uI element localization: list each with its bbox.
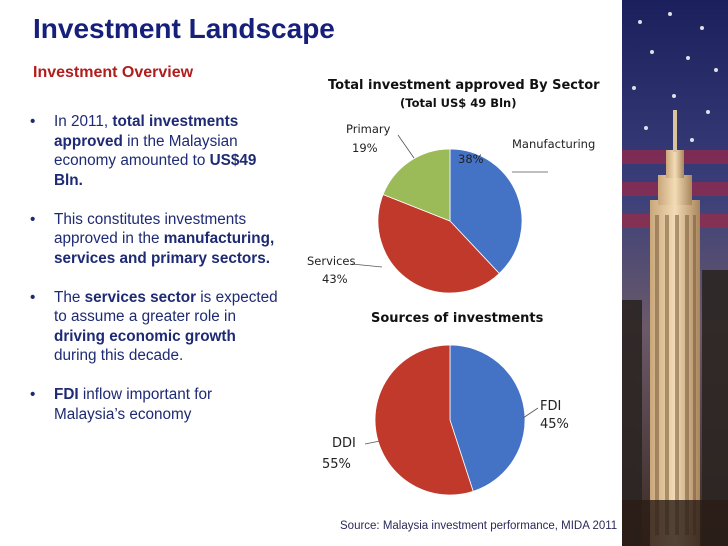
leader-line — [397, 134, 415, 159]
leader-line — [351, 263, 383, 268]
bullet-text: driving economic growth — [54, 327, 236, 345]
pie-slice-manufacturing — [449, 148, 523, 275]
pie-category-label: Manufacturing — [512, 137, 595, 151]
slide-title: Investment Landscape — [33, 13, 335, 44]
bullet-text: manufacturing, services and primary sect… — [54, 230, 275, 267]
bullet-text: inflow important for Malaysia’s economy — [54, 386, 213, 423]
bullet-item: • In 2011, total investments approved in … — [30, 112, 280, 190]
bullet-text: in the Malaysian economy amounted to — [54, 132, 238, 170]
bullet-symbol: • — [30, 386, 36, 403]
pie-value-label: 19% — [352, 141, 378, 155]
leader-line — [364, 440, 381, 445]
chart2-title: Sources of investments — [371, 311, 544, 326]
bullet-list: • In 2011, total investments approved in … — [30, 112, 280, 444]
bullet-text: total investments approved — [54, 113, 239, 150]
bullet-symbol: • — [30, 288, 36, 306]
bullet-symbol: • — [30, 210, 36, 228]
bullet-text: FDI — [54, 386, 79, 403]
bullet-symbol: • — [30, 113, 36, 130]
pie-category-label: Primary — [346, 122, 391, 136]
pie-category-label: FDI — [540, 399, 561, 414]
bullet-item: • FDI inflow important for Malaysia’s eco… — [30, 385, 280, 424]
chart1-title: Total investment approved By Sector — [328, 78, 600, 93]
pie-value-label: 43% — [322, 272, 348, 286]
bullet-text: services sector — [84, 288, 197, 306]
pie-charts: Manufacturing 38% Services 43% Primary 19% FDI… — [307, 122, 595, 496]
pie-value-label: 45% — [540, 417, 569, 432]
bullet-text: In 2011, — [54, 113, 113, 130]
bullet-text: is expected to assume a greater role in — [54, 288, 278, 326]
pie-slice-ddi — [374, 344, 474, 496]
pie-slice-fdi — [449, 344, 526, 492]
bullet-item: • This constitutes investments approved i… — [30, 210, 280, 269]
pie-value-label: 55% — [322, 457, 351, 472]
bullet-text: during this decade. — [54, 347, 184, 364]
bullet-text: US$49 Bln. — [54, 152, 257, 189]
city-skyline-photo — [622, 0, 728, 546]
pie-slice-primary — [382, 148, 451, 222]
bullet-item: • The services sector is expected to assu… — [30, 288, 280, 366]
pie-category-label: Services — [307, 254, 356, 268]
slide-subtitle: Investment Overview — [33, 64, 194, 81]
bullet-text: The — [54, 288, 85, 306]
bullet-text: This constitutes investments approved in… — [54, 210, 247, 248]
source-note: Source: Malaysia investment performance,… — [340, 520, 618, 532]
pie-slice-services — [377, 193, 500, 294]
pie-category-label: DDI — [332, 436, 356, 451]
leader-line — [522, 407, 539, 419]
chart1-subtitle: (Total US$ 49 Bln) — [400, 96, 517, 110]
pie-value-label: 38% — [458, 152, 484, 166]
